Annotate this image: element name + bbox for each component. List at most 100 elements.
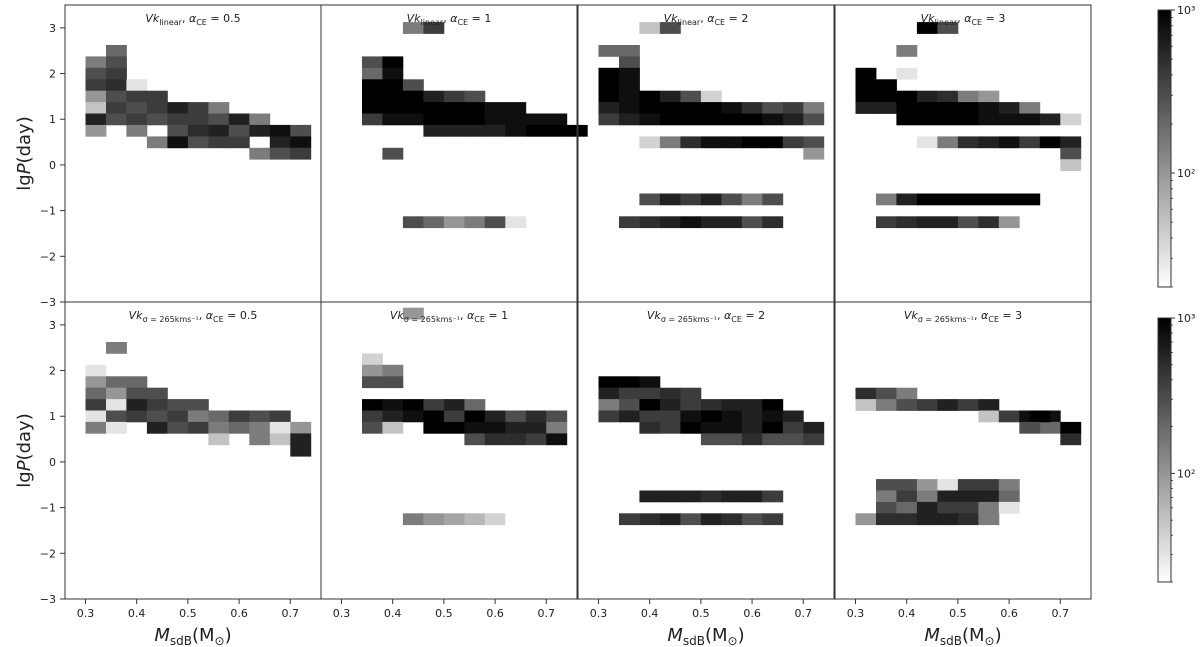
- heatmap-cell: [619, 79, 640, 92]
- x-tick-label: 0.3: [77, 607, 95, 620]
- heatmap-cell: [803, 102, 825, 114]
- x-tick-label: 0.5: [435, 607, 453, 620]
- heatmap-cell: [249, 410, 271, 423]
- heatmap-cell: [525, 410, 547, 423]
- heatmap-cell: [639, 513, 661, 526]
- heatmap-cell: [464, 421, 486, 434]
- heatmap-cell: [916, 216, 938, 229]
- heatmap-cell: [876, 79, 897, 92]
- heatmap-cell: [978, 501, 1000, 514]
- heatmap-cell: [382, 410, 404, 423]
- heatmap-cell: [782, 421, 804, 434]
- heatmap-cell: [598, 387, 620, 400]
- heatmap-cell: [525, 113, 547, 126]
- heatmap-cell: [85, 90, 107, 103]
- heatmap-cell: [762, 490, 784, 503]
- heatmap-cell: [700, 90, 722, 103]
- heatmap-cell: [126, 387, 148, 400]
- heatmap-cell: [85, 113, 107, 126]
- x-axis-label: MsdB(M⊙): [154, 625, 231, 647]
- heatmap-cell: [146, 102, 168, 114]
- heatmap-cell: [187, 102, 209, 114]
- heatmap-cell: [876, 513, 897, 526]
- heatmap-cell: [957, 479, 979, 491]
- x-tick-label: 0.4: [641, 607, 659, 620]
- heatmap-cell: [85, 67, 107, 80]
- heatmap-cell: [402, 22, 424, 34]
- heatmap-cell: [598, 102, 620, 114]
- y-tick-label: −2: [40, 250, 56, 263]
- heatmap-cell: [721, 421, 743, 434]
- heatmap-cell: [876, 216, 897, 229]
- heatmap-cell: [659, 410, 681, 423]
- colorbar-tick-label: 10²: [1177, 467, 1195, 480]
- heatmap-cell: [423, 399, 445, 411]
- panel-frame: [834, 4, 1092, 303]
- heatmap-cell: [249, 433, 271, 446]
- heatmap-cell: [619, 376, 640, 389]
- heatmap-cell: [659, 90, 681, 103]
- heatmap-cell: [484, 513, 506, 526]
- heatmap-cell: [290, 433, 312, 446]
- heatmap-cell: [741, 113, 763, 126]
- heatmap-cell: [1060, 136, 1082, 149]
- heatmap-cell: [146, 399, 168, 411]
- heatmap-cell: [916, 193, 938, 206]
- heatmap-cell: [484, 124, 506, 137]
- heatmap-cell: [659, 490, 681, 503]
- heatmap-cell: [896, 45, 918, 57]
- heatmap-cell: [978, 399, 1000, 411]
- heatmap-cell: [896, 501, 918, 514]
- heatmap-cell: [876, 193, 897, 206]
- heatmap-cell: [443, 102, 465, 114]
- heatmap-cell: [803, 113, 825, 126]
- heatmap-cell: [146, 387, 168, 400]
- heatmap-cell: [269, 124, 291, 137]
- heatmap-cell: [464, 216, 486, 229]
- heatmap-cell: [362, 421, 383, 434]
- heatmap-cell: [362, 364, 383, 377]
- heatmap-cell: [85, 56, 107, 69]
- panel-1: Vklinear, αCE = 0.5 −3 −2 −1 0 1 2 3: [40, 4, 322, 309]
- y-axis-label: lgP(day): [14, 413, 35, 487]
- heatmap-cell: [937, 102, 959, 114]
- heatmap-cell: [762, 216, 784, 229]
- x-tick-label: 0.7: [538, 607, 556, 620]
- x-tick-label: 0.7: [282, 607, 300, 620]
- y-tick-label: −2: [40, 547, 56, 560]
- heatmap-cell: [998, 410, 1020, 423]
- heatmap-cell: [187, 410, 209, 423]
- heatmap-cell: [208, 102, 230, 114]
- heatmap-cell: [464, 90, 486, 103]
- heatmap-cell: [998, 501, 1020, 514]
- heatmap-cell: [741, 433, 763, 446]
- heatmap-cell: [464, 102, 486, 114]
- heatmap-cell: [619, 67, 640, 80]
- heatmap-cell: [639, 102, 661, 114]
- heatmap-cell: [208, 136, 230, 149]
- heatmap-cell: [525, 124, 547, 137]
- heatmap-cell: [525, 433, 547, 446]
- heatmap-cell: [741, 102, 763, 114]
- heatmap-cell: [146, 421, 168, 434]
- heatmap-cell: [855, 387, 877, 400]
- colorbar-2: 10² 10³: [1157, 312, 1195, 583]
- heatmap-cell: [659, 513, 681, 526]
- heatmap-cell: [721, 102, 743, 114]
- panel-8: Vkσ = 265kms⁻¹, αCE = 3 0.3 0.4 0.5 0.6 0.7: [834, 301, 1092, 620]
- heatmap-cell: [423, 124, 445, 137]
- heatmap-cell: [1039, 136, 1061, 149]
- heatmap-cell: [937, 22, 959, 34]
- heatmap-cell: [249, 421, 271, 434]
- y-tick-label: −1: [40, 205, 56, 218]
- x-tick-label: 0.3: [847, 607, 865, 620]
- heatmap-cell: [598, 376, 620, 389]
- y-tick-label: −3: [40, 593, 56, 606]
- heatmap-cell: [290, 136, 312, 149]
- heatmap-cell: [659, 136, 681, 149]
- x-tick-label: 0.5: [179, 607, 197, 620]
- heatmap-cell: [659, 399, 681, 411]
- heatmap-cell: [382, 399, 404, 411]
- heatmap-cell: [937, 113, 959, 126]
- heatmap-cell: [126, 90, 148, 103]
